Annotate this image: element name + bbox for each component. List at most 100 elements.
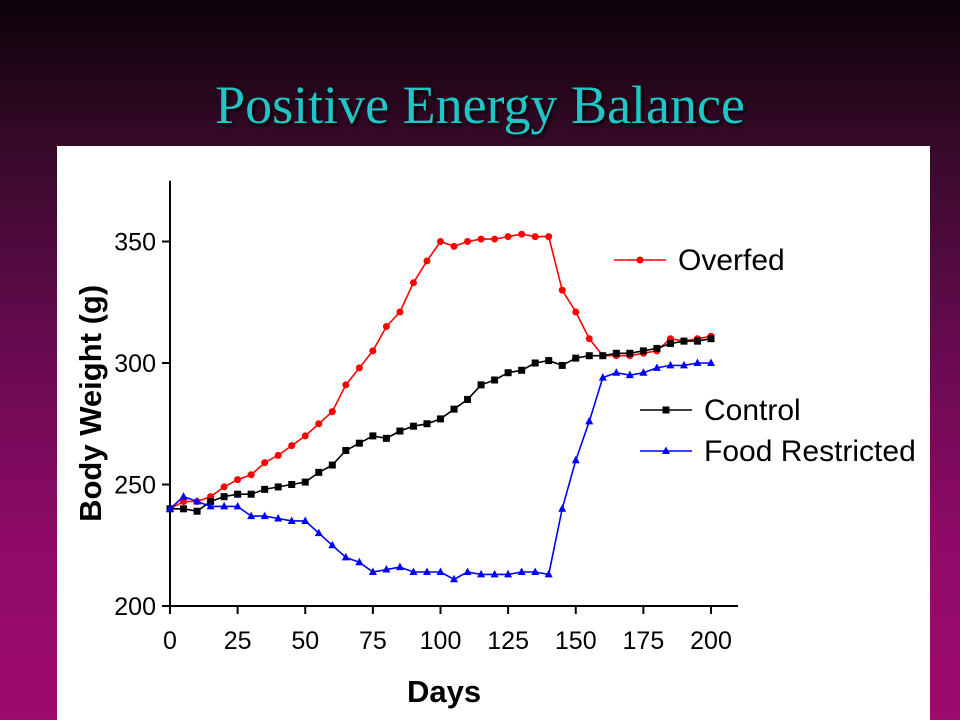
data-point-1: [531, 359, 539, 367]
data-point-2: [531, 567, 540, 575]
data-point-2: [179, 492, 188, 500]
y-axis-title: Body Weight (g): [73, 285, 108, 522]
data-point-2: [571, 455, 580, 464]
data-point-0: [423, 257, 431, 265]
data-point-2: [193, 497, 202, 505]
data-point-2: [707, 358, 715, 366]
data-point-2: [585, 416, 594, 425]
data-point-2: [693, 358, 702, 366]
data-point-2: [301, 516, 310, 524]
data-point-1: [477, 381, 485, 389]
data-point-1: [504, 369, 512, 377]
data-point-0: [518, 230, 526, 238]
data-point-1: [666, 340, 674, 348]
legend-marker-2: [662, 446, 670, 454]
data-point-1: [612, 349, 620, 357]
data-point-1: [572, 354, 580, 362]
data-point-1: [626, 349, 634, 357]
data-point-1: [301, 478, 309, 486]
data-point-2: [639, 368, 648, 376]
data-point-2: [450, 574, 459, 583]
data-point-2: [166, 504, 174, 512]
chart-panel: 200 250 300 350 0 25 50 75 100 125 150 175 200 Days Bo…: [57, 146, 930, 720]
data-point-0: [464, 238, 472, 245]
data-point-1: [288, 481, 296, 488]
data-point-1: [518, 366, 526, 374]
line-chart: 200 250 300 350 0 25 50 75 100 125 150 175 200 Days Bo…: [73, 180, 916, 709]
data-point-2: [558, 504, 567, 512]
data-point-1: [437, 415, 444, 423]
data-point-0: [234, 476, 242, 484]
data-point-0: [531, 233, 539, 241]
x-tick-label: 100: [420, 627, 462, 655]
x-tick-label: 175: [623, 627, 665, 655]
data-point-1: [558, 361, 566, 369]
data-point-0: [301, 432, 309, 440]
data-point-1: [491, 376, 499, 384]
x-axis-title: Days: [407, 674, 481, 709]
data-point-0: [220, 483, 228, 491]
data-point-1: [315, 468, 323, 476]
data-point-2: [436, 567, 445, 575]
data-point-0: [180, 498, 188, 506]
x-tick-label: 125: [487, 627, 529, 655]
data-point-1: [639, 347, 647, 355]
data-point-1: [261, 485, 269, 493]
data-point-0: [274, 451, 282, 459]
data-point-0: [355, 364, 363, 372]
data-point-1: [680, 337, 688, 345]
data-point-0: [315, 420, 323, 428]
legend-marker-0: [636, 256, 644, 264]
data-point-2: [422, 567, 431, 575]
data-point-1: [464, 395, 472, 403]
data-point-2: [260, 511, 269, 520]
data-point-1: [585, 352, 593, 360]
data-point-1: [382, 434, 390, 442]
data-point-0: [558, 286, 566, 294]
legend-label-2: Food Restricted: [704, 435, 916, 468]
legend-label-1: Control: [704, 394, 801, 427]
data-point-2: [679, 360, 688, 369]
series-line-2: [169, 362, 711, 581]
data-point-0: [450, 242, 458, 250]
data-point-2: [395, 562, 404, 571]
series-line-1: [170, 337, 712, 513]
data-point-1: [342, 446, 350, 454]
data-point-1: [220, 493, 228, 501]
data-point-2: [652, 363, 661, 371]
data-point-1: [369, 432, 377, 440]
data-point-2: [625, 370, 634, 379]
data-point-2: [463, 567, 472, 575]
legend-marker-1: [662, 406, 670, 414]
data-point-2: [233, 501, 242, 510]
data-point-0: [396, 308, 404, 316]
data-point-1: [693, 337, 701, 345]
x-tick-label: 200: [690, 627, 732, 655]
data-point-0: [409, 279, 417, 287]
x-tick-label: 25: [224, 627, 252, 655]
data-point-2: [490, 569, 499, 578]
data-point-0: [504, 233, 512, 241]
data-point-1: [396, 427, 404, 435]
data-point-1: [247, 490, 255, 498]
data-point-2: [382, 565, 391, 573]
data-point-2: [341, 552, 350, 561]
data-point-1: [234, 490, 242, 498]
data-point-2: [355, 557, 364, 566]
data-point-1: [599, 352, 607, 360]
data-point-1: [653, 344, 661, 352]
data-point-0: [572, 308, 580, 316]
x-tick-label: 75: [359, 627, 387, 655]
data-point-2: [247, 511, 256, 520]
data-point-0: [261, 459, 269, 467]
legend-label-0: Overfed: [678, 244, 785, 277]
data-point-2: [504, 569, 513, 578]
data-point-0: [247, 471, 255, 479]
data-point-2: [666, 360, 675, 369]
y-tick-label: 350: [114, 229, 156, 257]
slide-title: Positive Energy Balance: [215, 75, 745, 135]
data-point-2: [517, 567, 526, 575]
x-tick-label: 0: [163, 627, 177, 655]
data-point-1: [207, 498, 215, 506]
data-point-0: [328, 408, 336, 416]
